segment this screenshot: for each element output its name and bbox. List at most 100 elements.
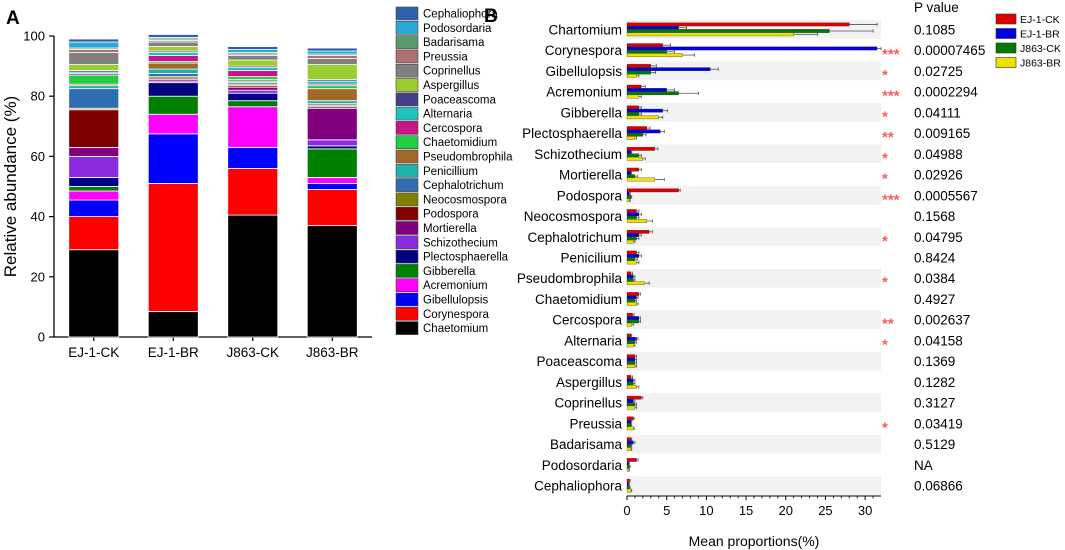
bar-corynespora-ej-1-ck bbox=[626, 43, 663, 47]
legend-swatch-podosordaria bbox=[395, 20, 419, 35]
bar-poaceascoma-j863-ck bbox=[626, 361, 636, 365]
bar-mortierella-j863-ck bbox=[626, 174, 636, 178]
x-tick-label: 0 bbox=[623, 503, 630, 518]
legend-swatch-cercospora bbox=[395, 121, 419, 135]
row-band bbox=[627, 144, 881, 164]
category-label-badarisama: Badarisama bbox=[550, 437, 623, 452]
significance-stars-podospora: *** bbox=[882, 191, 900, 208]
p-value-podospora: 0.0005567 bbox=[914, 188, 978, 203]
bar-segment-cephalotrichum-ej-1-br bbox=[147, 73, 199, 78]
bar-cephaliophora-j863-br bbox=[626, 488, 632, 493]
bar-penicilium-j863-br bbox=[626, 260, 637, 265]
bar-segment-gibellulopsis-ej-1-br bbox=[147, 133, 199, 184]
bar-badarisama-j863-ck bbox=[626, 444, 632, 448]
bar-poaceascoma-j863-br bbox=[626, 364, 636, 368]
bar-poaceascoma-ej-1-ck bbox=[626, 354, 636, 359]
bar-segment-pseudombrophila-ej-1-br bbox=[147, 62, 199, 70]
legend-label-neocosmospora: Neocosmospora bbox=[423, 194, 507, 206]
bar-gibellulopsis-ej-1-br bbox=[626, 67, 711, 71]
x-tick-label: 25 bbox=[818, 503, 832, 518]
category-label-cercospora: Cercospora bbox=[552, 313, 622, 328]
bar-gibellulopsis-j863-br bbox=[626, 73, 637, 78]
category-label-chartomium: Chartomium bbox=[548, 22, 622, 37]
row-band bbox=[627, 351, 881, 371]
bar-segment-pseudombrophila-j863-br bbox=[306, 88, 358, 102]
x-tick-label: 10 bbox=[699, 503, 713, 518]
p-value-header: P value bbox=[914, 0, 959, 15]
x-tick-label: 30 bbox=[858, 503, 872, 518]
bar-gibberella-j863-ck bbox=[626, 112, 640, 116]
panel-label-a: A bbox=[6, 8, 20, 29]
bar-pseudombrophila-ej-1-br bbox=[626, 274, 634, 279]
significance-stars-corynespora: *** bbox=[882, 46, 900, 63]
x-axis-label: Mean proportions(%) bbox=[689, 533, 820, 549]
legend-swatch-badarisama bbox=[395, 35, 419, 49]
legend-swatch-neocosmospora bbox=[395, 192, 419, 207]
legend-label-gibberella: Gibberella bbox=[423, 266, 476, 278]
significance-stars-alternaria: * bbox=[882, 336, 888, 353]
bar-segment-gibberella-ej-1-ck bbox=[68, 186, 120, 192]
legend-swatch-aspergillus bbox=[395, 78, 419, 92]
bar-segment-preussia-ej-1-ck bbox=[68, 49, 120, 53]
bar-segment-gibberella-ej-1-br bbox=[147, 95, 199, 115]
bar-segment-preussia-j863-br bbox=[306, 55, 358, 59]
x-tick-label-j863-br: J863-BR bbox=[306, 345, 359, 360]
bar-coprinellus-ej-1-ck bbox=[626, 395, 642, 400]
bar-gibberella-j863-br bbox=[626, 115, 659, 120]
bar-segment-gibberella-j863-br bbox=[306, 148, 358, 178]
category-label-acremonium: Acremonium bbox=[546, 85, 622, 100]
legend-swatch-j863-ck bbox=[995, 42, 1017, 54]
significance-stars-mortierella: * bbox=[882, 171, 888, 188]
bar-cephaliophora-ej-1-br bbox=[626, 482, 629, 486]
bar-podosordaria-j863-br bbox=[626, 468, 629, 472]
bar-chartomium-j863-br bbox=[626, 32, 794, 37]
bar-cephaliophora-j863-ck bbox=[626, 485, 630, 490]
category-label-penicilium: Penicilium bbox=[560, 251, 622, 266]
bar-aspergillus-j863-ck bbox=[626, 381, 634, 386]
bar-pseudombrophila-ej-1-ck bbox=[626, 271, 632, 276]
bar-mortierella-ej-1-ck bbox=[626, 167, 640, 172]
bar-segment-corynespora-ej-1-br bbox=[147, 183, 199, 312]
bar-segment-schizothecium-j863-br bbox=[306, 139, 358, 147]
bar-gibberella-ej-1-ck bbox=[626, 105, 640, 110]
bar-segment-cephalotrichum-ej-1-ck bbox=[68, 88, 120, 109]
bar-segment-chaetomium-j863-ck bbox=[227, 214, 279, 338]
row-band bbox=[627, 268, 881, 288]
bar-schizothecium-ej-1-ck bbox=[626, 147, 655, 151]
legend-label-podospora: Podospora bbox=[423, 209, 479, 221]
legend-label-preussia: Preussia bbox=[423, 51, 468, 63]
bar-segment-mortierella-j863-ck bbox=[227, 86, 279, 91]
legend-swatch-mortierella bbox=[395, 221, 419, 235]
p-value-mortierella: 0.02926 bbox=[914, 168, 963, 183]
bar-segment-coprinellus-ej-1-ck bbox=[68, 52, 120, 65]
legend-label-ej-1-br: EJ-1-BR bbox=[1020, 29, 1060, 41]
legend-swatch-gibellulopsis bbox=[395, 292, 419, 307]
bar-segment-acremonium-ej-1-ck bbox=[68, 190, 120, 201]
x-tick-label: 5 bbox=[663, 503, 670, 518]
bar-chartomium-ej-1-ck bbox=[626, 22, 850, 27]
p-value-plectosphaerella: 0.009165 bbox=[914, 126, 970, 141]
bar-chaetomidium-ej-1-ck bbox=[626, 292, 640, 296]
p-value-neocosmospora: 0.1568 bbox=[914, 209, 955, 224]
bar-segment-acremonium-j863-br bbox=[306, 177, 358, 184]
legend-label-gibellulopsis: Gibellulopsis bbox=[423, 295, 488, 307]
bar-segment-podosordaria-j863-br bbox=[306, 50, 358, 55]
legend-swatch-j863-br bbox=[995, 57, 1017, 68]
bar-gibellulopsis-ej-1-ck bbox=[626, 64, 651, 68]
y-tick-label: 0 bbox=[38, 330, 45, 345]
p-value-chaetomidium: 0.4927 bbox=[914, 292, 955, 307]
y-tick-label: 60 bbox=[31, 149, 45, 164]
bar-segment-cephaliophora-j863-br bbox=[306, 47, 358, 52]
row-band bbox=[627, 434, 881, 454]
bar-segment-schizothecium-j863-ck bbox=[227, 89, 279, 94]
legend-label-j863-br: J863-BR bbox=[1020, 58, 1061, 70]
bar-mortierella-j863-br bbox=[626, 177, 655, 182]
bar-corynespora-ej-1-br bbox=[626, 46, 878, 51]
bar-gibberella-ej-1-br bbox=[626, 108, 663, 113]
bar-cercospora-j863-ck bbox=[626, 319, 640, 324]
bar-chartomium-ej-1-br bbox=[626, 25, 679, 30]
panel-a-legend: Cephaliophora Podosordaria Badarisama Preus… bbox=[395, 6, 513, 335]
bar-segment-corynespora-ej-1-ck bbox=[68, 216, 120, 251]
legend-swatch-cephalotrichum bbox=[395, 178, 419, 192]
bar-chaetomidium-j863-br bbox=[626, 302, 637, 306]
